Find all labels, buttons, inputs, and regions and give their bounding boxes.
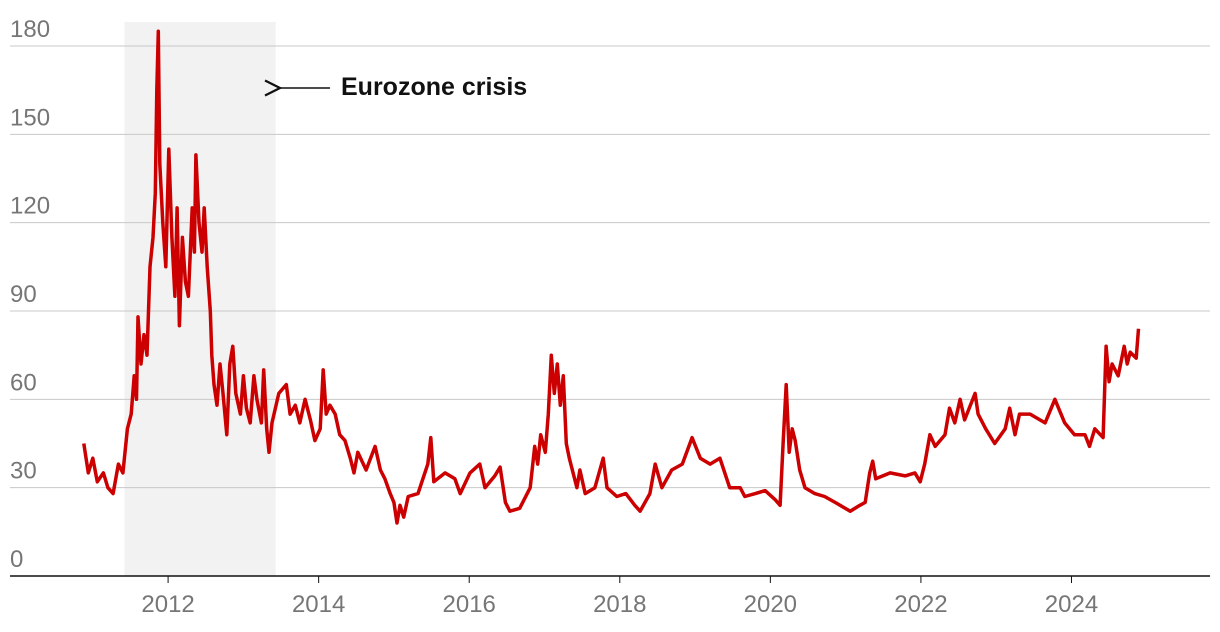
- x-tick-label: 2012: [141, 591, 194, 618]
- x-tick-label: 2024: [1045, 591, 1098, 618]
- x-tick-label: 2022: [894, 591, 947, 618]
- x-tick-label: 2020: [744, 591, 797, 618]
- y-tick-label: 120: [10, 193, 50, 220]
- y-tick-label: 150: [10, 104, 50, 131]
- y-tick-label: 90: [10, 281, 37, 308]
- y-tick-label: 0: [10, 546, 23, 573]
- x-tick-label: 2018: [593, 591, 646, 618]
- series-line: [82, 29, 1141, 525]
- y-tick-label: 180: [10, 16, 50, 43]
- annotation-text: Eurozone crisis: [341, 73, 527, 101]
- x-tick-label: 2016: [443, 591, 496, 618]
- highlight-band: [124, 22, 276, 576]
- y-tick-label: 60: [10, 369, 37, 396]
- x-tick-label: 2014: [292, 591, 345, 618]
- y-tick-label: 30: [10, 458, 37, 485]
